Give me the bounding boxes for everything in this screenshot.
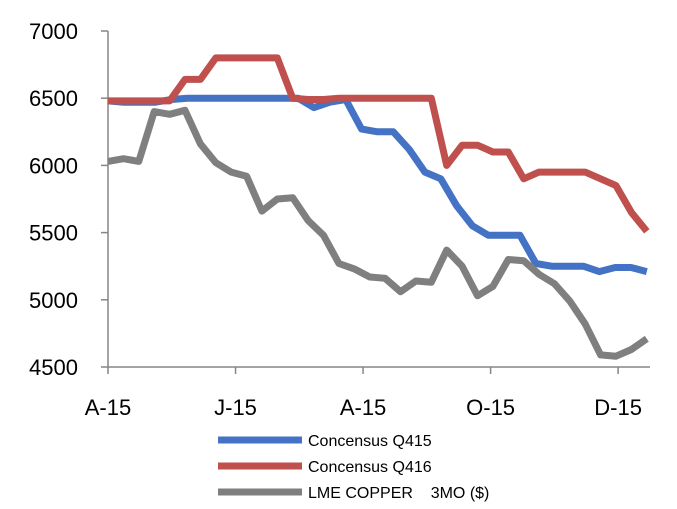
- series-line-3: [107, 106, 649, 360]
- x-tick-label: D-15: [594, 395, 642, 420]
- x-axis-tick-labels: A-15 J-15 A-15 O-15 D-15: [85, 367, 642, 420]
- x-tick-label: O-15: [466, 395, 515, 420]
- y-tick-label: 6000: [29, 153, 78, 178]
- y-tick-label: 6500: [29, 86, 78, 111]
- x-tick-label: J-15: [214, 395, 257, 420]
- series-line-1: [107, 94, 648, 276]
- x-tick-label: A-15: [85, 395, 131, 420]
- y-axis-tick-labels: 4500 5000 5500 6000 6500 7000: [29, 19, 108, 380]
- legend-label-1: Concensus Q415: [308, 433, 432, 450]
- series-lines: [107, 54, 650, 360]
- chart-axes: [107, 31, 650, 368]
- y-tick-label: 4500: [29, 355, 78, 380]
- y-tick-label: 7000: [29, 19, 78, 44]
- legend-label-2: Concensus Q416: [308, 459, 432, 476]
- series-line-2: [108, 54, 650, 234]
- x-tick-label: A-15: [340, 395, 386, 420]
- y-tick-label: 5500: [29, 221, 78, 246]
- chart-legend: Concensus Q415 Concensus Q416 LME COPPER 3…: [218, 433, 489, 502]
- legend-label-3: LME COPPER 3MO ($): [308, 485, 489, 502]
- y-tick-label: 5000: [29, 288, 78, 313]
